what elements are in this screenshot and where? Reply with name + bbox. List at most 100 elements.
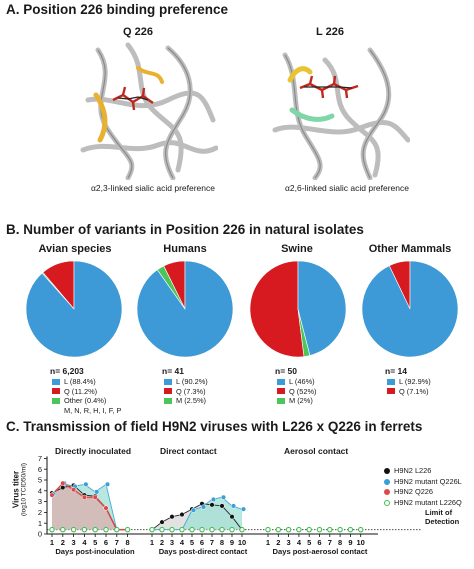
marker-point	[49, 526, 55, 533]
legend-titer: H9N2 L226 H9N2 mutant Q226L H9N2 Q226 H9…	[384, 466, 462, 508]
swatch-Q	[277, 388, 285, 395]
marker-point	[199, 526, 205, 533]
x-tick-label: 2	[160, 538, 164, 547]
marker-point	[275, 526, 282, 533]
marker-l226q	[384, 499, 390, 506]
shaded-area-2	[52, 483, 128, 530]
marker-point	[60, 485, 66, 491]
group-label-directly-inoculated: Directly inoculated	[55, 446, 132, 456]
x-tick-label: 6	[104, 538, 108, 547]
marker-l226	[384, 468, 390, 475]
marker-point	[83, 481, 89, 487]
x-tick-label: 4	[180, 538, 185, 547]
q226-caption: α2,3-linked sialic acid preference	[91, 183, 215, 193]
pie-slice-l	[25, 260, 123, 358]
x-tick-label: 8	[126, 538, 130, 547]
y-tick-label: 1	[38, 519, 42, 528]
x-tick-label: 9	[230, 538, 234, 547]
marker-point	[169, 526, 175, 533]
marker-point	[190, 507, 197, 513]
x-tick-label: 6	[317, 538, 321, 547]
marker-point	[124, 526, 131, 533]
x-tick-label: 7	[210, 538, 214, 547]
x-tick-label: 3	[287, 538, 291, 547]
n-swine: n= 50	[275, 366, 297, 376]
x-tick-label: 5	[307, 538, 311, 547]
l226-caption: α2,6-linked sialic acid preference	[285, 183, 409, 193]
y-tick-label: 2	[38, 508, 42, 517]
pie-label-other-mammals: Other Mammals	[368, 243, 452, 255]
group-label-aerosol-contact: Aerosol contact	[284, 446, 349, 456]
x-tick-label: 10	[238, 538, 246, 547]
x-tick-label: 9	[348, 538, 352, 547]
marker-point	[94, 489, 100, 495]
marker-point	[229, 514, 235, 520]
marker-point	[265, 526, 271, 533]
pie-label-avian: Avian species	[38, 243, 112, 255]
marker-point	[159, 526, 165, 533]
limit-of-detection-label: Limit of Detection	[425, 508, 460, 526]
marker-point	[296, 526, 302, 533]
marker-point	[92, 526, 98, 533]
marker-point	[81, 494, 87, 500]
x-tick-label: 2	[276, 538, 280, 547]
swatch-L	[387, 378, 395, 385]
series-line	[152, 496, 243, 531]
marker-point	[316, 526, 323, 533]
panel-a-title: A. Position 226 binding preference	[6, 2, 229, 17]
n-other-mammals: n= 14	[385, 366, 407, 376]
pie-charts	[25, 260, 459, 358]
x-tick-label: 5	[93, 538, 97, 547]
marker-point	[70, 526, 77, 533]
q226-protein-structure-image	[80, 42, 218, 180]
swatch-Q	[52, 388, 60, 395]
marker-point	[81, 526, 88, 533]
x-tick-label: 2	[61, 538, 65, 547]
pie-slice-q	[249, 260, 305, 358]
marker-point	[92, 494, 98, 500]
marker-point	[210, 496, 217, 502]
pie-slice-l	[361, 260, 459, 358]
x-tick-label: 8	[338, 538, 342, 547]
marker-q226	[384, 489, 390, 496]
x-tick-label: 1	[266, 538, 270, 547]
marker-point	[103, 526, 109, 533]
marker-point	[229, 526, 235, 533]
legend-humans: L (90.2%) Q (7.3%) M (2.5%)	[164, 377, 208, 406]
legend-other-mammals: L (92.9%) Q (7.1%)	[387, 377, 431, 396]
marker-point	[219, 526, 225, 533]
x-tick-label: 7	[328, 538, 332, 547]
marker-point	[285, 526, 292, 533]
y-tick-label: 4	[38, 486, 42, 495]
marker-point	[337, 526, 343, 533]
marker-point	[209, 526, 215, 533]
marker-point	[240, 506, 247, 512]
marker-point	[200, 504, 207, 510]
marker-point	[71, 487, 77, 493]
pie-label-humans: Humans	[163, 243, 207, 255]
marker-point	[209, 502, 215, 508]
x-axis-label-inoculation: Days post-inoculation	[55, 547, 135, 556]
n-avian: n= 6,203	[50, 366, 84, 376]
marker-point	[189, 526, 195, 533]
swatch-M	[277, 397, 285, 404]
n-humans: n= 41	[162, 366, 184, 376]
x-tick-label: 4	[82, 538, 87, 547]
swatch-M	[164, 397, 172, 404]
marker-q226l	[384, 478, 390, 485]
swatch-other	[52, 397, 60, 404]
swatch-Q	[164, 388, 172, 395]
marker-point	[179, 512, 185, 518]
swatch-L	[52, 378, 60, 385]
x-tick-label: 3	[170, 538, 174, 547]
marker-point	[60, 526, 66, 533]
marker-point	[49, 492, 55, 498]
x-tick-label: 6	[200, 538, 204, 547]
marker-point	[149, 526, 155, 533]
y-tick-label: 7	[38, 454, 42, 463]
l226-structure-label: L 226	[316, 26, 344, 38]
group-label-direct-contact: Direct contact	[160, 446, 217, 456]
pie-slice-l	[136, 260, 234, 358]
y-tick-label: 6	[38, 465, 42, 474]
